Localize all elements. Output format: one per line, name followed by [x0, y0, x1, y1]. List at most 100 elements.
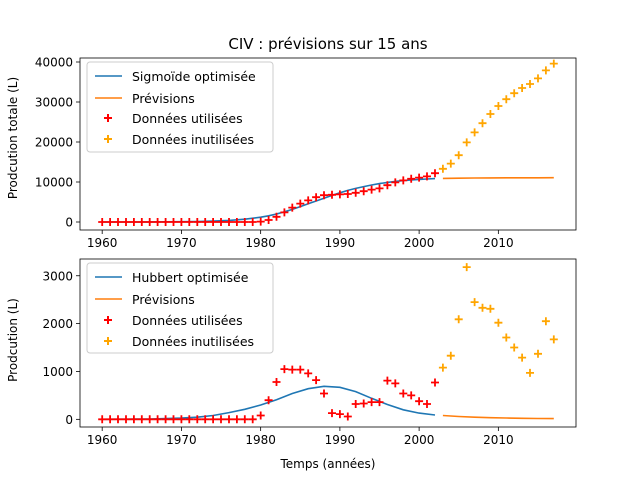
legend-marker-used [104, 316, 112, 324]
used-data-point [169, 415, 178, 424]
used-data-point [240, 415, 249, 424]
x-axis-label: Temps (années) [280, 457, 376, 471]
y-axis-label-top: Prodcution totale (L) [6, 77, 20, 199]
x-tick-label: 2000 [404, 236, 435, 250]
legend-label-unused: Données inutilisées [132, 334, 254, 349]
used-data-point [343, 190, 352, 198]
used-data-point [177, 218, 186, 226]
y-tick-label: 3000 [42, 269, 73, 283]
x-tick-label: 1990 [325, 433, 356, 447]
used-data-point [375, 184, 384, 193]
used-data-point [312, 376, 321, 385]
used-data-point [248, 218, 257, 226]
unused-data-point [510, 343, 519, 352]
used-data-point [423, 400, 431, 408]
used-data-point [391, 379, 400, 388]
used-data-point [225, 218, 233, 226]
used-data-point [328, 409, 336, 418]
unused-data-point [446, 351, 455, 360]
unused-data-point [494, 102, 503, 110]
legend-label-unused: Données inutilisées [132, 132, 254, 147]
used-data-point [375, 398, 384, 407]
x-tick-label: 1960 [87, 236, 118, 250]
used-data-point [367, 185, 376, 194]
used-data-point [153, 218, 162, 226]
used-data-point [264, 396, 273, 405]
used-data-point [407, 391, 416, 400]
y-axis-label-bottom: Prodcution (L) [6, 298, 20, 382]
unused-data-point [438, 164, 447, 173]
used-data-point [201, 415, 210, 424]
used-data-point [193, 218, 202, 226]
legend-label-used: Données utilisées [132, 111, 243, 126]
used-data-point [177, 415, 186, 424]
unused-data-point [478, 119, 487, 128]
x-tick-label: 2010 [483, 433, 514, 447]
used-data-point [209, 415, 218, 424]
used-data-point [122, 218, 130, 226]
unused-data-point [534, 349, 542, 358]
used-data-point [359, 187, 368, 196]
used-data-point [98, 415, 107, 424]
unused-data-point [462, 263, 471, 272]
legend-label-forecast: Prévisions [132, 91, 195, 106]
unused-data-point [478, 303, 487, 312]
unused-data-point [526, 368, 534, 377]
used-data-point [399, 176, 408, 185]
used-data-point [272, 212, 281, 221]
forecast-line [442, 176, 554, 180]
used-data-point [106, 218, 115, 226]
used-data-point [320, 191, 328, 200]
unused-data-point [510, 89, 519, 98]
unused-data-point [502, 95, 511, 104]
top-panel: 1960 1970 1980 1990 2000 2010 0 10000 20000 30000… [35, 56, 577, 250]
unused-data-point [502, 333, 511, 342]
chart-title: CIV : prévisions sur 15 ans [228, 35, 427, 53]
y-tick-label: 30000 [35, 96, 73, 110]
unused-data-point [454, 315, 463, 324]
used-data-point [383, 376, 392, 385]
axes-frame [79, 57, 577, 231]
unused-data-point [494, 318, 503, 327]
used-data-point [423, 172, 431, 181]
x-tick-label: 1960 [87, 433, 118, 447]
x-tick-label: 1970 [166, 433, 197, 447]
used-data-point [209, 218, 218, 226]
used-data-point [407, 174, 416, 183]
y-tick-label: 40000 [35, 56, 73, 70]
unused-data-point [470, 298, 479, 307]
used-data-point [304, 196, 313, 205]
legend-box [86, 262, 274, 354]
legend: Hubbert optimisée Prévisions Données uti… [86, 262, 274, 354]
x-tick-label: 2000 [404, 433, 435, 447]
used-data-point [383, 181, 392, 190]
legend-label-forecast: Prévisions [132, 292, 195, 307]
used-data-point [217, 415, 225, 424]
unused-data-point [541, 317, 550, 326]
y-tick-label: 0 [65, 216, 73, 230]
used-data-point [106, 415, 115, 424]
used-data-point [122, 415, 130, 424]
used-data-point [280, 208, 289, 217]
legend-marker-unused [104, 337, 112, 345]
used-data-point [296, 365, 305, 374]
legend: Sigmoïde optimisée Prévisions Données ut… [86, 61, 274, 153]
used-data-point [137, 218, 146, 226]
unused-data-point [486, 110, 495, 118]
used-data-point [399, 389, 408, 398]
used-data-point [343, 412, 352, 421]
used-data-point [320, 389, 328, 398]
unused-data-point [518, 353, 527, 362]
used-data-point [264, 216, 273, 224]
unused-data-point [526, 80, 534, 88]
unused-data-point [470, 128, 479, 137]
used-data-point [415, 173, 424, 182]
used-data-point [367, 398, 376, 407]
used-data-point [129, 415, 138, 424]
used-data-point [288, 365, 297, 374]
used-data-point [137, 415, 146, 424]
x-tick-label: 1980 [245, 236, 276, 250]
legend-label-fit: Hubbert optimisée [132, 270, 249, 285]
unused-data-point [438, 363, 447, 372]
